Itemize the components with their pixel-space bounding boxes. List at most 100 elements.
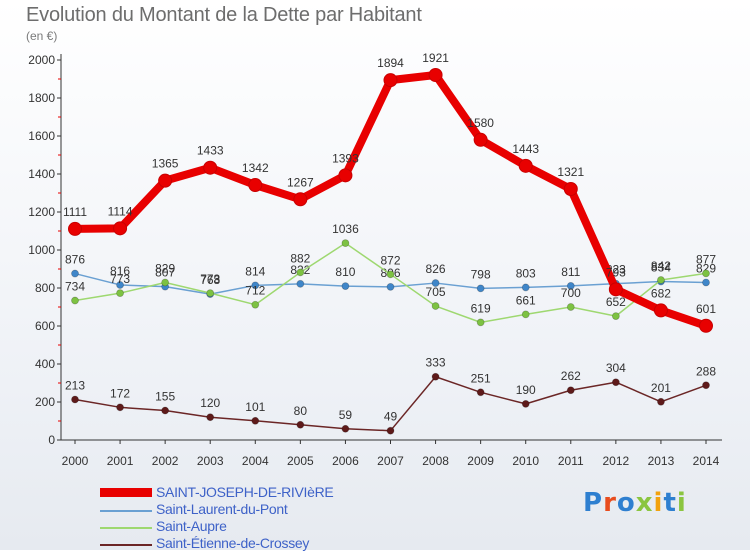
data-label: 1321	[557, 165, 584, 179]
data-point	[341, 282, 350, 291]
data-point	[431, 372, 440, 381]
data-point	[251, 416, 260, 425]
legend-label: Saint-Étienne-de-Crossey	[156, 535, 310, 551]
data-point	[116, 289, 124, 298]
data-label: 1111	[63, 205, 87, 219]
data-point	[702, 381, 710, 390]
data-point	[71, 296, 79, 305]
data-point	[203, 160, 218, 175]
y-tick-label: 2000	[28, 53, 55, 67]
data-label: 705	[426, 285, 446, 299]
data-point	[702, 269, 710, 278]
data-label: 793	[606, 265, 626, 279]
data-point	[296, 279, 305, 288]
x-tick-label: 2011	[558, 454, 584, 468]
data-point	[386, 282, 395, 291]
data-point	[386, 270, 395, 279]
data-point	[341, 239, 350, 248]
data-label: 201	[651, 381, 671, 395]
data-point	[521, 310, 530, 319]
x-tick-label: 2013	[648, 454, 675, 468]
x-tick-label: 2006	[332, 454, 359, 468]
data-point	[431, 302, 440, 310]
data-label: 773	[110, 272, 130, 286]
data-label: 155	[155, 390, 175, 404]
data-label: 1342	[242, 161, 269, 175]
data-label: 882	[290, 251, 310, 265]
data-point	[116, 281, 124, 289]
data-label: 1267	[287, 175, 314, 189]
data-point	[116, 403, 124, 412]
data-label: 768	[200, 273, 220, 287]
data-label: 652	[606, 295, 626, 309]
data-point	[71, 395, 79, 404]
data-label: 1894	[377, 56, 404, 70]
data-point	[68, 221, 82, 236]
data-point	[657, 397, 665, 406]
legend-swatch	[100, 510, 152, 512]
y-tick-label: 200	[35, 395, 55, 409]
data-label: 811	[561, 265, 580, 279]
data-label: 101	[245, 400, 265, 414]
data-point	[383, 73, 398, 88]
data-label: 1365	[152, 157, 179, 171]
data-point	[296, 268, 305, 277]
legend-label: Saint-Aupre	[156, 518, 227, 534]
data-label: 1443	[512, 142, 539, 156]
data-label: 619	[471, 301, 491, 315]
y-tick-label: 400	[35, 357, 55, 371]
data-label: 807	[155, 266, 175, 280]
data-point	[473, 132, 488, 147]
legend-label: Saint-Laurent-du-Pont	[156, 501, 288, 517]
data-label: 213	[65, 379, 85, 393]
y-tick-label: 1400	[28, 167, 55, 181]
data-label: 803	[516, 266, 536, 280]
series-0: 1111 1114 1365 1433 1342 1267 1393 1894 1921 1580…	[63, 51, 716, 333]
legend-swatch	[100, 544, 152, 546]
data-label: 877	[696, 252, 716, 266]
data-label: 829	[696, 261, 716, 275]
data-point	[476, 284, 485, 293]
logo-letter: x	[635, 488, 654, 518]
y-tick-label: 0	[48, 433, 55, 447]
data-point	[657, 276, 665, 284]
y-tick-label: 1600	[28, 129, 55, 143]
data-point	[296, 420, 305, 429]
data-label: 1036	[332, 222, 359, 236]
series-3: 213 172 155 120 101 80 59 49 333 251 190 262 304 201 2…	[65, 356, 716, 435]
data-label: 1393	[332, 151, 359, 165]
x-tick-label: 2001	[107, 454, 134, 468]
data-point	[113, 221, 128, 236]
chart-subtitle: (en €)	[26, 29, 58, 43]
data-label: 810	[335, 265, 355, 279]
data-label: 876	[65, 253, 85, 267]
data-label: 798	[471, 267, 491, 281]
data-point	[158, 173, 173, 188]
data-point	[431, 279, 440, 287]
data-point	[251, 300, 260, 309]
data-point	[206, 289, 215, 298]
chart-title: Evolution du Montant de la Dette par Hab…	[26, 4, 422, 26]
data-point	[338, 168, 353, 183]
y-tick-label: 1800	[28, 91, 55, 105]
data-label: 1114	[108, 204, 133, 218]
legend-swatch	[100, 527, 152, 529]
x-tick-label: 2014	[693, 454, 720, 468]
x-tick-label: 2009	[467, 454, 494, 468]
data-label: 872	[380, 253, 400, 267]
data-point	[293, 192, 308, 207]
data-label: 288	[696, 364, 716, 378]
data-point	[702, 278, 710, 287]
data-label: 661	[516, 293, 536, 307]
data-point	[611, 378, 620, 387]
data-label: 829	[155, 261, 175, 275]
data-point	[476, 388, 485, 397]
data-label: 816	[110, 264, 130, 278]
x-tick-label: 2007	[377, 454, 404, 468]
data-label: 1921	[422, 51, 449, 65]
data-label: 773	[200, 272, 220, 286]
data-label: 1433	[197, 144, 224, 158]
y-tick-label: 600	[35, 319, 55, 333]
